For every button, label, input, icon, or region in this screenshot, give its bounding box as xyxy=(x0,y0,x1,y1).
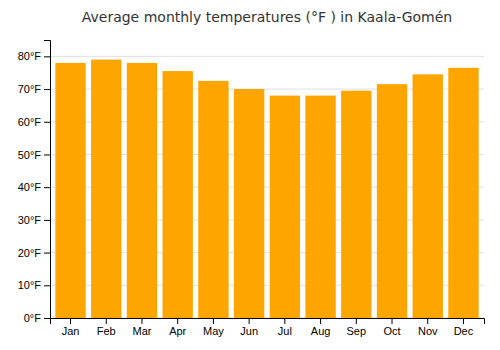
grid-line xyxy=(50,56,484,57)
y-tick: 80°F xyxy=(18,50,50,62)
y-tick-mark xyxy=(44,253,50,254)
x-tick-label: Jan xyxy=(62,325,80,337)
y-tick-label: 40°F xyxy=(18,181,42,193)
x-tick-label: Dec xyxy=(454,325,474,337)
x-tick-label: Oct xyxy=(383,325,400,337)
x-tick: Jul xyxy=(278,318,292,337)
y-tick: 20°F xyxy=(18,247,50,259)
x-tick: Oct xyxy=(383,318,400,337)
x-tick: Jun xyxy=(240,318,258,337)
x-tick-mark xyxy=(320,318,321,324)
bar xyxy=(55,63,85,318)
x-tick: May xyxy=(203,318,224,337)
y-tick-mark xyxy=(44,56,50,57)
y-axis: 0°F 10°F 20°F 30°F 40°F 50°F 60°F 70°F 80°F xyxy=(18,41,51,325)
x-tick: Feb xyxy=(97,318,116,337)
x-tick-mark xyxy=(70,318,71,324)
bar xyxy=(270,96,300,318)
y-tick-mark xyxy=(44,187,50,188)
x-tick-label: Jun xyxy=(240,325,258,337)
bar xyxy=(448,68,478,318)
bar xyxy=(413,74,443,318)
x-tick-label: Sep xyxy=(347,325,367,337)
x-tick-mark xyxy=(356,318,357,324)
x-tick-mark xyxy=(463,318,464,324)
y-tick: 60°F xyxy=(18,116,50,128)
y-tick-label: 20°F xyxy=(18,247,42,259)
x-tick-mark xyxy=(392,318,393,324)
chart-svg: Jan Feb Mar Apr May Jun Jul Aug Sep Oct Nov Dec 0°F 1… xyxy=(0,0,500,350)
y-tick-label: 10°F xyxy=(18,279,42,291)
x-tick: Jan xyxy=(62,318,80,337)
y-tick: 40°F xyxy=(18,181,50,193)
bar xyxy=(341,91,371,318)
x-tick-mark xyxy=(213,318,214,324)
y-tick-label: 50°F xyxy=(18,148,42,160)
y-tick: 70°F xyxy=(18,83,50,95)
bar xyxy=(198,81,228,318)
x-tick-label: Nov xyxy=(418,325,438,337)
y-tick: 50°F xyxy=(18,148,50,160)
x-tick-mark xyxy=(249,318,250,324)
x-tick-mark xyxy=(284,318,285,324)
x-tick-label: Feb xyxy=(97,325,116,337)
y-tick-mark xyxy=(44,220,50,221)
x-tick: Dec xyxy=(454,318,474,337)
y-axis-line xyxy=(44,41,51,319)
bar xyxy=(234,89,264,318)
y-tick-mark xyxy=(44,285,50,286)
bar xyxy=(163,71,193,318)
x-tick: Mar xyxy=(133,318,152,337)
y-tick-mark xyxy=(44,154,50,155)
x-tick-mark xyxy=(177,318,178,324)
bar xyxy=(305,96,335,318)
y-tick-label: 0°F xyxy=(24,312,42,324)
y-tick-mark xyxy=(44,318,50,319)
title: Average monthly temperatures (°F ) in Ka… xyxy=(82,9,453,25)
y-tick-label: 80°F xyxy=(18,50,42,62)
grid xyxy=(50,56,484,318)
x-tick-mark xyxy=(427,318,428,324)
y-tick-mark xyxy=(44,122,50,123)
y-tick: 30°F xyxy=(18,214,50,226)
bar xyxy=(377,84,407,318)
x-tick: Sep xyxy=(347,318,367,337)
x-tick-label: Aug xyxy=(311,325,331,337)
y-tick: 0°F xyxy=(24,312,50,324)
x-tick-label: Apr xyxy=(169,325,186,337)
x-tick-mark xyxy=(141,318,142,324)
x-tick-label: Jul xyxy=(278,325,292,337)
bar xyxy=(91,60,121,318)
y-tick-label: 70°F xyxy=(18,83,42,95)
y-tick-mark xyxy=(44,89,50,90)
bars xyxy=(55,60,478,318)
x-axis: Jan Feb Mar Apr May Jun Jul Aug Sep Oct Nov Dec xyxy=(51,318,485,337)
x-tick: Apr xyxy=(169,318,186,337)
x-tick: Aug xyxy=(311,318,331,337)
bar xyxy=(127,63,157,318)
x-tick-mark xyxy=(106,318,107,324)
y-tick-label: 60°F xyxy=(18,116,42,128)
x-tick-label: Mar xyxy=(133,325,152,337)
y-tick: 10°F xyxy=(18,279,50,291)
y-tick-label: 30°F xyxy=(18,214,42,226)
x-tick-label: May xyxy=(203,325,224,337)
chart-container: Jan Feb Mar Apr May Jun Jul Aug Sep Oct Nov Dec 0°F 1… xyxy=(0,0,500,350)
x-axis-line xyxy=(51,319,485,325)
x-tick: Nov xyxy=(418,318,438,337)
